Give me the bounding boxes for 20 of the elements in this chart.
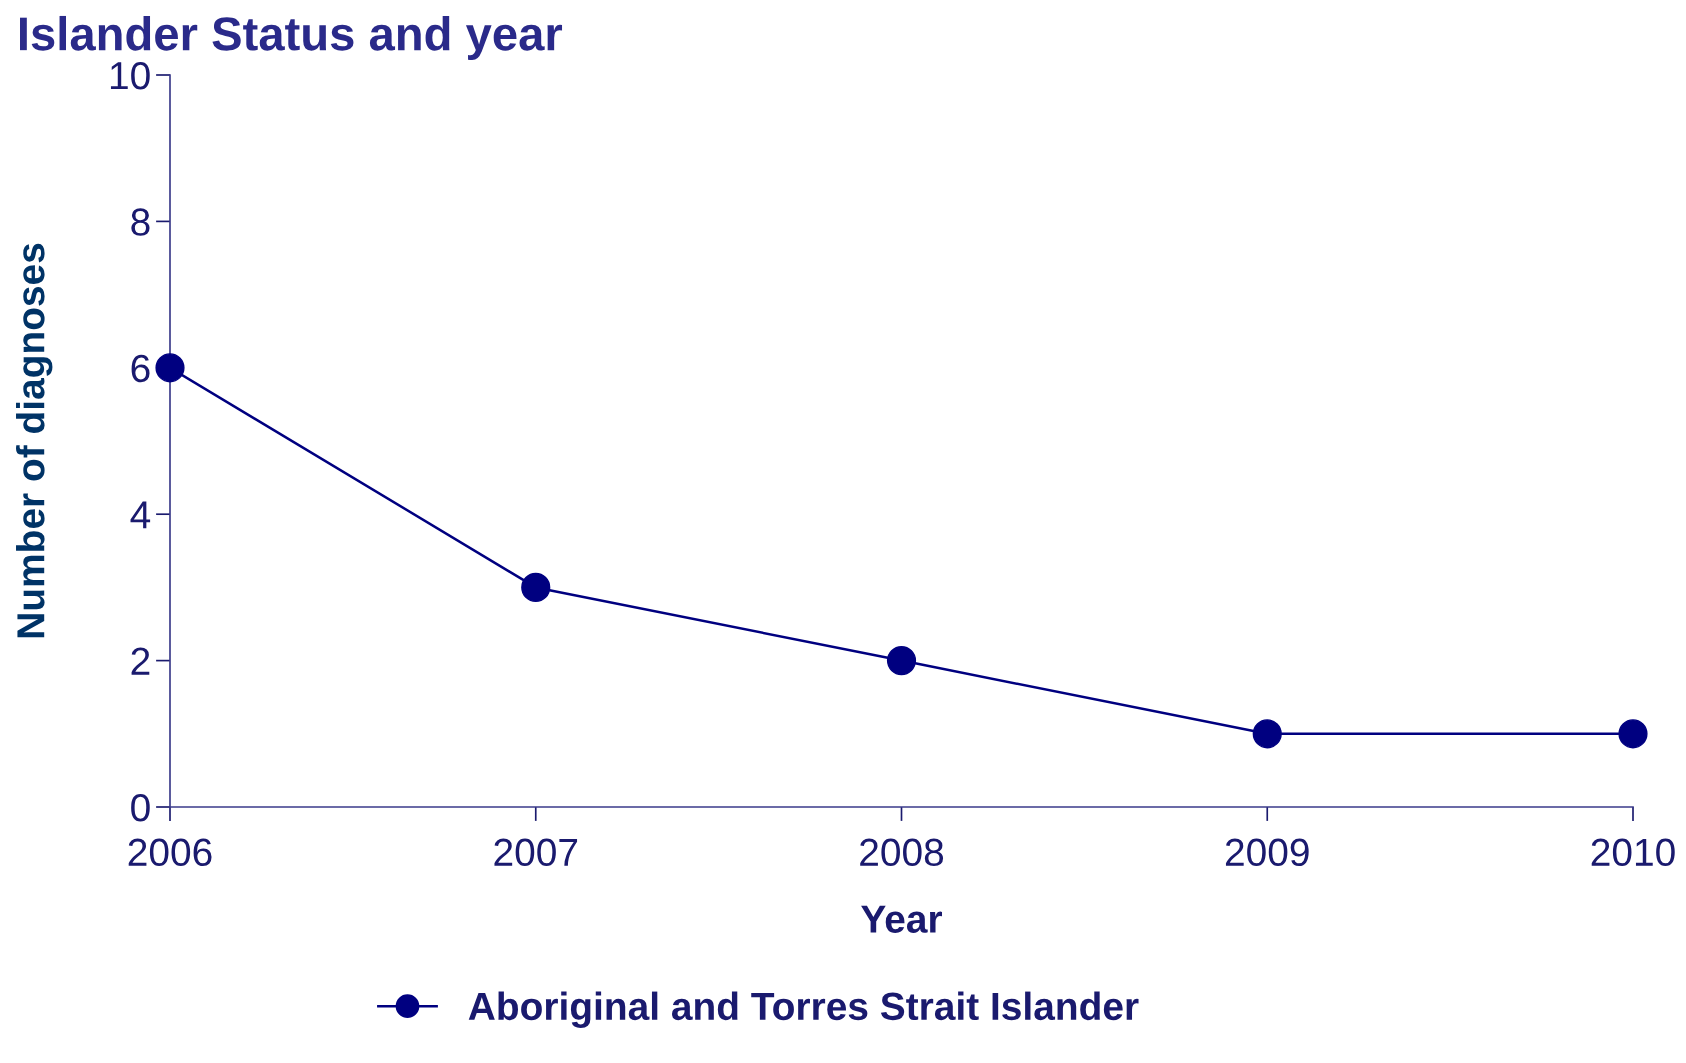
point bbox=[155, 353, 185, 383]
point bbox=[886, 646, 917, 676]
y-tick-label: 4 bbox=[130, 501, 151, 529]
chart-title: Islander Status and year bbox=[20, 15, 563, 60]
point bbox=[1618, 719, 1648, 749]
x-axis-title: Year bbox=[861, 905, 943, 933]
x-tick-label: 2010 bbox=[1591, 838, 1675, 867]
y-tick-label: 8 bbox=[131, 208, 150, 236]
x-tick-label: 2008 bbox=[860, 838, 944, 867]
y-tick-label: 10 bbox=[110, 61, 150, 90]
y-tick-label: 6 bbox=[131, 354, 150, 383]
point bbox=[521, 572, 551, 602]
x-tick-label: 2006 bbox=[128, 838, 212, 867]
legend-label: Aboriginal and Torres Strait Islander bbox=[468, 991, 1139, 1028]
x-tick-label: 2009 bbox=[1225, 838, 1309, 867]
point bbox=[1252, 719, 1282, 749]
x-tick-label: 2007 bbox=[494, 838, 578, 867]
y-tick-label: 0 bbox=[131, 793, 150, 822]
y-axis-title: Number of diagnoses bbox=[16, 243, 53, 638]
y-tick-label: 2 bbox=[131, 647, 150, 675]
